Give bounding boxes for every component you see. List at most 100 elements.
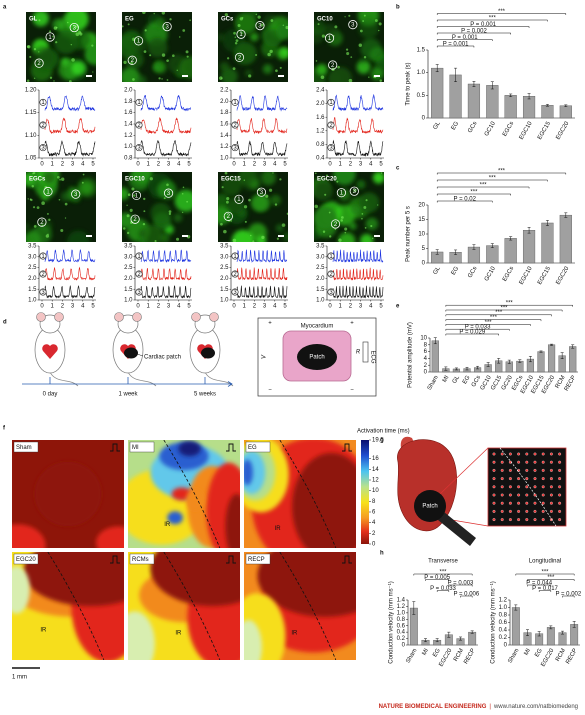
cell-speck bbox=[269, 49, 273, 54]
roi-marker-label: 1 bbox=[137, 39, 141, 45]
bar bbox=[522, 230, 536, 264]
cell-cluster bbox=[338, 188, 351, 201]
cell-speck bbox=[372, 237, 374, 240]
significance-bracket bbox=[436, 13, 567, 15]
infarct-border bbox=[163, 552, 221, 660]
electrode bbox=[533, 509, 537, 513]
significance-label: P = 0.003 bbox=[448, 580, 474, 586]
map-label: Sham bbox=[16, 445, 32, 451]
trace-marker bbox=[39, 288, 47, 296]
error-bar bbox=[509, 93, 513, 97]
bar bbox=[559, 214, 572, 264]
cell-speck bbox=[142, 12, 146, 15]
y-tick-label: 0.8 bbox=[397, 617, 406, 623]
roi-marker bbox=[45, 32, 55, 42]
electrode bbox=[525, 468, 529, 472]
cell-speck bbox=[136, 176, 138, 178]
ir-label: IR bbox=[175, 631, 182, 637]
significance-bracket bbox=[436, 19, 548, 22]
electrode bbox=[558, 477, 562, 481]
activation-region bbox=[244, 620, 262, 660]
colorbar-tick-label: 14 bbox=[372, 467, 379, 473]
electrode bbox=[525, 518, 529, 522]
roi-marker-label: 2 bbox=[133, 217, 137, 223]
trace-x-tick-label: 0 bbox=[328, 162, 332, 168]
mouse-ear bbox=[191, 312, 201, 322]
error-bar bbox=[433, 337, 437, 345]
map-label-box bbox=[13, 441, 39, 453]
cell-speck bbox=[66, 21, 69, 24]
cell-speck bbox=[223, 229, 227, 234]
cell-speck bbox=[75, 25, 79, 28]
cell-speck bbox=[127, 23, 130, 26]
bar bbox=[559, 105, 572, 119]
trace-marker-label: 2 bbox=[41, 272, 45, 278]
electrode bbox=[525, 485, 529, 489]
error-bar bbox=[561, 630, 564, 635]
cell-speck bbox=[243, 205, 248, 209]
error-bar bbox=[507, 359, 511, 364]
cell-speck bbox=[226, 57, 230, 60]
cell-speck bbox=[181, 192, 184, 195]
error-bar bbox=[564, 212, 568, 218]
panel-letter: a bbox=[3, 5, 7, 11]
footer-separator: | bbox=[489, 704, 491, 710]
trace-marker bbox=[231, 121, 239, 129]
trace-x-tick-label: 3 bbox=[263, 304, 267, 310]
map-label-box bbox=[129, 553, 155, 565]
electrode bbox=[541, 477, 545, 481]
cell-speck bbox=[27, 198, 29, 200]
error-bar bbox=[549, 625, 553, 630]
bar bbox=[516, 360, 524, 373]
cell-speck bbox=[320, 176, 323, 179]
roi-marker-label: 3 bbox=[73, 25, 77, 31]
cell-speck bbox=[29, 55, 32, 59]
electrode bbox=[533, 468, 537, 472]
cell-speck bbox=[224, 13, 228, 17]
trace-y-tick-label: 1.05 bbox=[25, 156, 37, 162]
electrode bbox=[500, 452, 504, 456]
cell-speck bbox=[166, 59, 169, 63]
trace-marker-label: 3 bbox=[137, 146, 141, 152]
cell-cluster bbox=[270, 194, 281, 206]
roi-marker-label: 3 bbox=[351, 23, 355, 29]
cell-speck bbox=[61, 177, 65, 181]
activation-region bbox=[23, 552, 124, 606]
cell-speck bbox=[315, 60, 318, 62]
trace-y-tick-label: 0.8 bbox=[316, 142, 325, 148]
cell-cluster bbox=[141, 224, 163, 242]
bar bbox=[569, 346, 577, 373]
electrode bbox=[517, 485, 521, 489]
cell-speck bbox=[132, 78, 135, 81]
cell-speck bbox=[379, 79, 383, 82]
trace-x-tick-label: 1 bbox=[51, 304, 55, 310]
error-bar bbox=[527, 93, 531, 100]
cell-cluster bbox=[32, 12, 49, 27]
electrode bbox=[525, 477, 529, 481]
bar bbox=[541, 105, 554, 119]
roi-marker bbox=[133, 36, 144, 46]
cell-speck bbox=[149, 177, 153, 181]
trace-line bbox=[44, 140, 96, 157]
trace-x-tick-label: 2 bbox=[253, 162, 257, 168]
x-tick-label: EGC10 bbox=[519, 265, 534, 286]
trace-marker bbox=[135, 121, 143, 129]
cell-speck bbox=[361, 217, 363, 220]
patch-callout: Cardiac patch bbox=[144, 355, 181, 361]
trace-y-tick-label: 3.0 bbox=[124, 254, 133, 260]
x-tick-label: EG bbox=[432, 648, 442, 659]
electrode bbox=[517, 460, 521, 464]
trace-line bbox=[332, 249, 384, 263]
electrode bbox=[558, 518, 562, 522]
trace-marker-label: 2 bbox=[137, 272, 141, 278]
significance-bracket bbox=[445, 309, 563, 312]
cell-speck bbox=[46, 212, 49, 215]
cell-speck bbox=[32, 172, 35, 175]
ir-label: IR bbox=[164, 522, 171, 528]
electrode bbox=[549, 452, 553, 456]
significance-label: *** bbox=[485, 320, 493, 326]
roi-marker bbox=[236, 29, 246, 39]
cell-speck bbox=[364, 226, 367, 229]
y-tick-label: 0.2 bbox=[499, 635, 508, 641]
